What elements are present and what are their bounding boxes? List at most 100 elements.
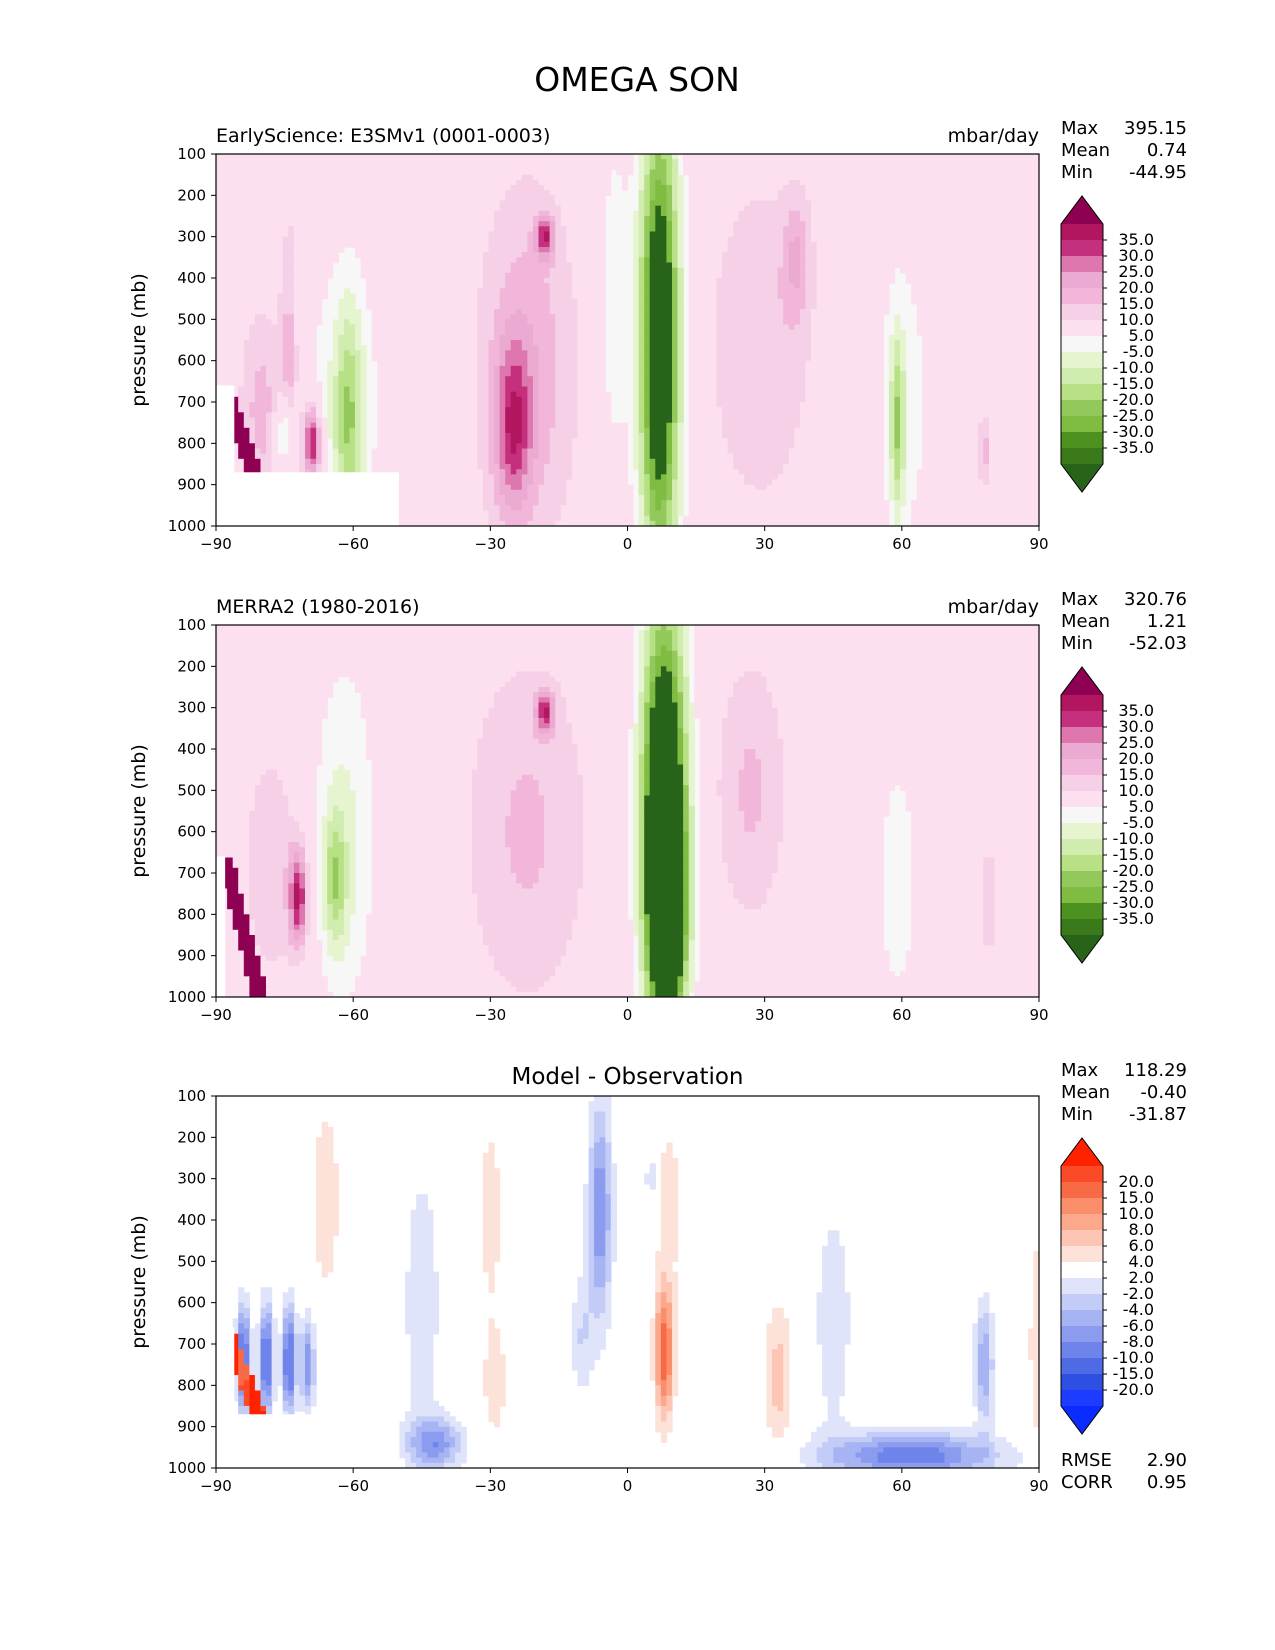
contour-cell <box>900 381 907 388</box>
contour-cell <box>666 1359 673 1366</box>
contour-cell <box>888 422 896 429</box>
contour-cell <box>282 252 295 258</box>
contour-cell <box>527 319 556 326</box>
contour-cell <box>583 842 629 848</box>
contour-cell <box>249 919 256 926</box>
contour-cell <box>410 1230 434 1237</box>
contour-cell <box>688 283 718 289</box>
contour-cell <box>355 453 362 460</box>
contour-cell <box>366 728 484 735</box>
contour-cell <box>377 396 478 403</box>
contour-cell <box>989 1328 996 1335</box>
contour-cell <box>638 159 645 165</box>
contour-cell <box>371 873 473 879</box>
contour-cell <box>571 733 629 740</box>
contour-cell <box>282 1302 289 1309</box>
contour-cell <box>293 1333 306 1340</box>
contour-cell <box>310 1359 317 1366</box>
contour-cell <box>922 427 979 434</box>
contour-cell <box>555 314 578 320</box>
y-tick-label: 900 <box>177 1418 206 1436</box>
contour-cell <box>555 360 578 367</box>
contour-cell <box>555 324 578 331</box>
contour-cell <box>316 1189 339 1195</box>
contour-cell <box>660 1431 668 1438</box>
contour-cell <box>293 1395 306 1402</box>
contour-cell <box>688 935 695 941</box>
contour-cell <box>477 458 490 465</box>
contour-cell <box>644 805 684 812</box>
contour-cell <box>471 795 512 802</box>
contour-cell <box>410 1385 434 1392</box>
contour-cell <box>783 743 1039 750</box>
contour-cell <box>583 831 629 838</box>
contour-cell <box>282 1359 295 1366</box>
contour-cell <box>249 976 267 983</box>
contour-cell <box>799 241 807 248</box>
contour-cell <box>288 417 300 424</box>
contour-cell <box>638 190 645 196</box>
contour-cell <box>293 893 301 900</box>
contour-cell <box>688 185 784 191</box>
contour-cell <box>655 1364 662 1371</box>
contour-cell <box>1033 1261 1039 1268</box>
contour-cell <box>783 821 884 828</box>
contour-cell <box>655 216 667 222</box>
contour-cell <box>794 324 812 331</box>
contour-cell <box>644 692 651 698</box>
contour-cell <box>644 738 651 745</box>
contour-cell <box>644 396 651 403</box>
contour-cell <box>282 1400 289 1407</box>
contour-cell <box>471 800 512 807</box>
contour-cell <box>672 267 679 274</box>
contour-cell <box>371 329 478 336</box>
contour-cell <box>916 469 979 475</box>
contour-cell <box>777 862 884 869</box>
contour-cell <box>989 1437 1007 1443</box>
contour-cell <box>672 489 679 496</box>
contour-cell <box>477 396 490 403</box>
contour-cell <box>666 257 673 264</box>
contour-cell <box>761 805 784 812</box>
contour-cell <box>288 396 295 403</box>
contour-cell <box>649 334 673 341</box>
contour-cell <box>254 795 289 802</box>
contour-cell <box>977 1328 990 1335</box>
contour-cell <box>666 1307 673 1314</box>
contour-cell <box>488 365 495 372</box>
contour-cell <box>649 190 656 196</box>
contour-cell <box>477 914 579 921</box>
contour-cell <box>888 443 896 450</box>
contour-cell <box>332 935 339 941</box>
contour-cell <box>571 1302 590 1309</box>
contour-cell <box>766 484 884 491</box>
contour-cell <box>471 836 506 843</box>
contour-cell <box>216 795 256 802</box>
colorbar-label: 15.0 <box>1118 294 1154 313</box>
contour-cell <box>321 919 328 926</box>
contour-cell <box>727 878 773 884</box>
contour-cell <box>410 1359 434 1366</box>
contour-cell <box>777 728 1039 735</box>
contour-cell <box>788 252 801 258</box>
contour-cell <box>249 929 256 936</box>
contour-cell <box>683 950 690 957</box>
contour-cell <box>571 272 606 279</box>
colorbar-swatch <box>1061 1326 1103 1343</box>
contour-cell <box>1033 1313 1039 1319</box>
contour-cell <box>666 469 673 475</box>
contour-cell <box>811 309 890 315</box>
contour-cell <box>638 278 645 284</box>
contour-cell <box>633 878 640 884</box>
contour-cell <box>677 241 684 248</box>
contour-cell <box>338 309 362 315</box>
contour-cell <box>360 469 367 475</box>
contour-cell <box>499 303 551 310</box>
contour-cell <box>744 764 762 771</box>
contour-cell <box>805 257 818 264</box>
contour-cell <box>733 893 768 900</box>
contour-cell <box>716 365 807 372</box>
contour-cell <box>249 847 289 853</box>
contour-cell <box>588 1276 595 1283</box>
contour-cell <box>293 283 328 289</box>
